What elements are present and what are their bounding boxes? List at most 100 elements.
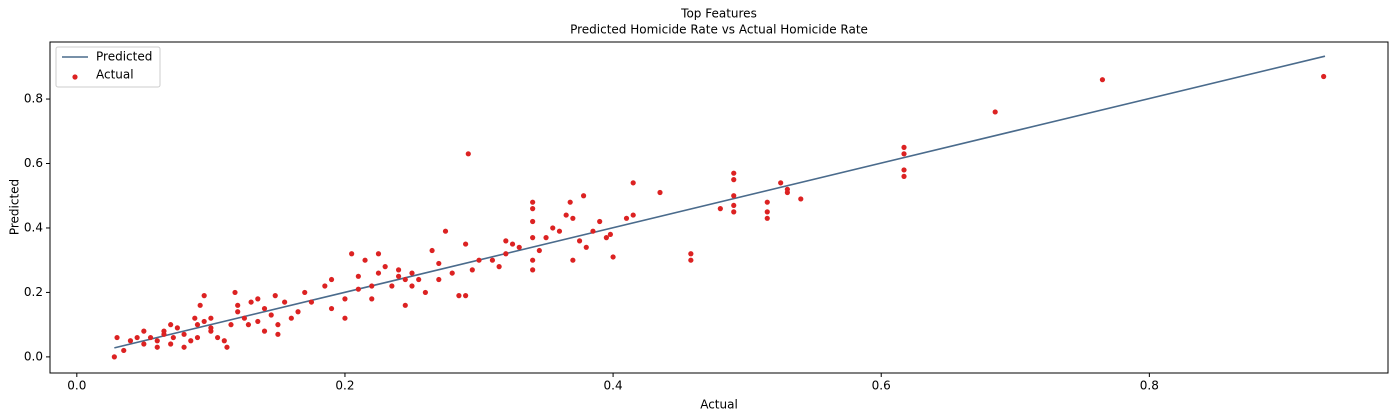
point [416, 276, 422, 283]
y-tick-label: 0.2 [24, 285, 43, 299]
point [328, 276, 335, 283]
point [476, 257, 482, 263]
point [530, 218, 536, 225]
point [261, 305, 268, 312]
point [764, 209, 770, 215]
point [154, 338, 160, 344]
point [382, 264, 388, 270]
point [901, 167, 907, 173]
point [556, 228, 563, 234]
point [232, 289, 238, 296]
point [224, 344, 230, 350]
point [275, 322, 281, 328]
point [784, 189, 790, 196]
point [798, 196, 804, 202]
point [463, 293, 469, 299]
point [563, 212, 569, 218]
point [436, 260, 442, 267]
point [161, 328, 167, 334]
point [731, 170, 737, 176]
point [469, 267, 475, 273]
point [567, 199, 573, 205]
point [192, 315, 198, 321]
point [449, 270, 455, 276]
point [369, 283, 375, 289]
point [530, 199, 536, 205]
point [456, 293, 462, 299]
point [194, 322, 201, 328]
point [235, 302, 241, 308]
point [134, 334, 140, 341]
point [288, 315, 294, 321]
point [170, 334, 176, 341]
point [1321, 73, 1327, 80]
point [509, 241, 516, 247]
point [409, 283, 415, 289]
point [208, 315, 214, 321]
point [436, 276, 442, 283]
point [221, 338, 227, 344]
point [275, 331, 281, 337]
point [409, 270, 415, 276]
point [717, 206, 723, 212]
point [127, 338, 134, 344]
point [530, 267, 536, 273]
point [590, 228, 596, 234]
point [570, 215, 576, 221]
point [395, 267, 402, 273]
point [764, 215, 770, 221]
point [536, 247, 542, 254]
point [516, 244, 522, 250]
point [322, 283, 328, 289]
point [154, 344, 160, 350]
point [308, 299, 315, 305]
x-tick-label: 0.4 [604, 379, 623, 393]
point [342, 296, 348, 302]
point [342, 315, 348, 321]
point [395, 273, 402, 279]
point [731, 193, 737, 199]
point [355, 286, 361, 292]
point [375, 251, 382, 257]
point [731, 202, 737, 209]
point [543, 235, 549, 241]
point [688, 257, 694, 263]
point [261, 328, 268, 334]
point [197, 302, 203, 308]
y-axis-label: Predicted [8, 179, 22, 235]
point [603, 235, 609, 241]
point [282, 299, 288, 305]
point [114, 334, 120, 341]
point [121, 347, 127, 354]
point [657, 189, 663, 196]
point [302, 289, 308, 296]
predicted-line [114, 55, 1326, 349]
point [201, 293, 207, 299]
point [141, 341, 147, 347]
chart-title: Top Features [680, 7, 757, 21]
point [489, 257, 496, 263]
point [503, 251, 509, 257]
point [389, 283, 395, 289]
x-tick-label: 0.2 [335, 379, 354, 393]
point [168, 322, 174, 328]
point [375, 270, 382, 276]
point [402, 302, 408, 308]
point [147, 334, 154, 341]
point [194, 334, 201, 341]
point [349, 251, 355, 257]
point [901, 173, 907, 179]
point [764, 199, 770, 205]
point [268, 312, 274, 318]
point [901, 144, 907, 150]
point [272, 293, 278, 299]
x-tick-label: 0.0 [67, 379, 86, 393]
point [181, 331, 187, 337]
y-tick-label: 0.6 [24, 156, 43, 170]
point [214, 334, 221, 341]
point [597, 218, 603, 225]
point [235, 309, 241, 315]
x-axis-label: Actual [700, 398, 738, 412]
point [731, 177, 737, 183]
